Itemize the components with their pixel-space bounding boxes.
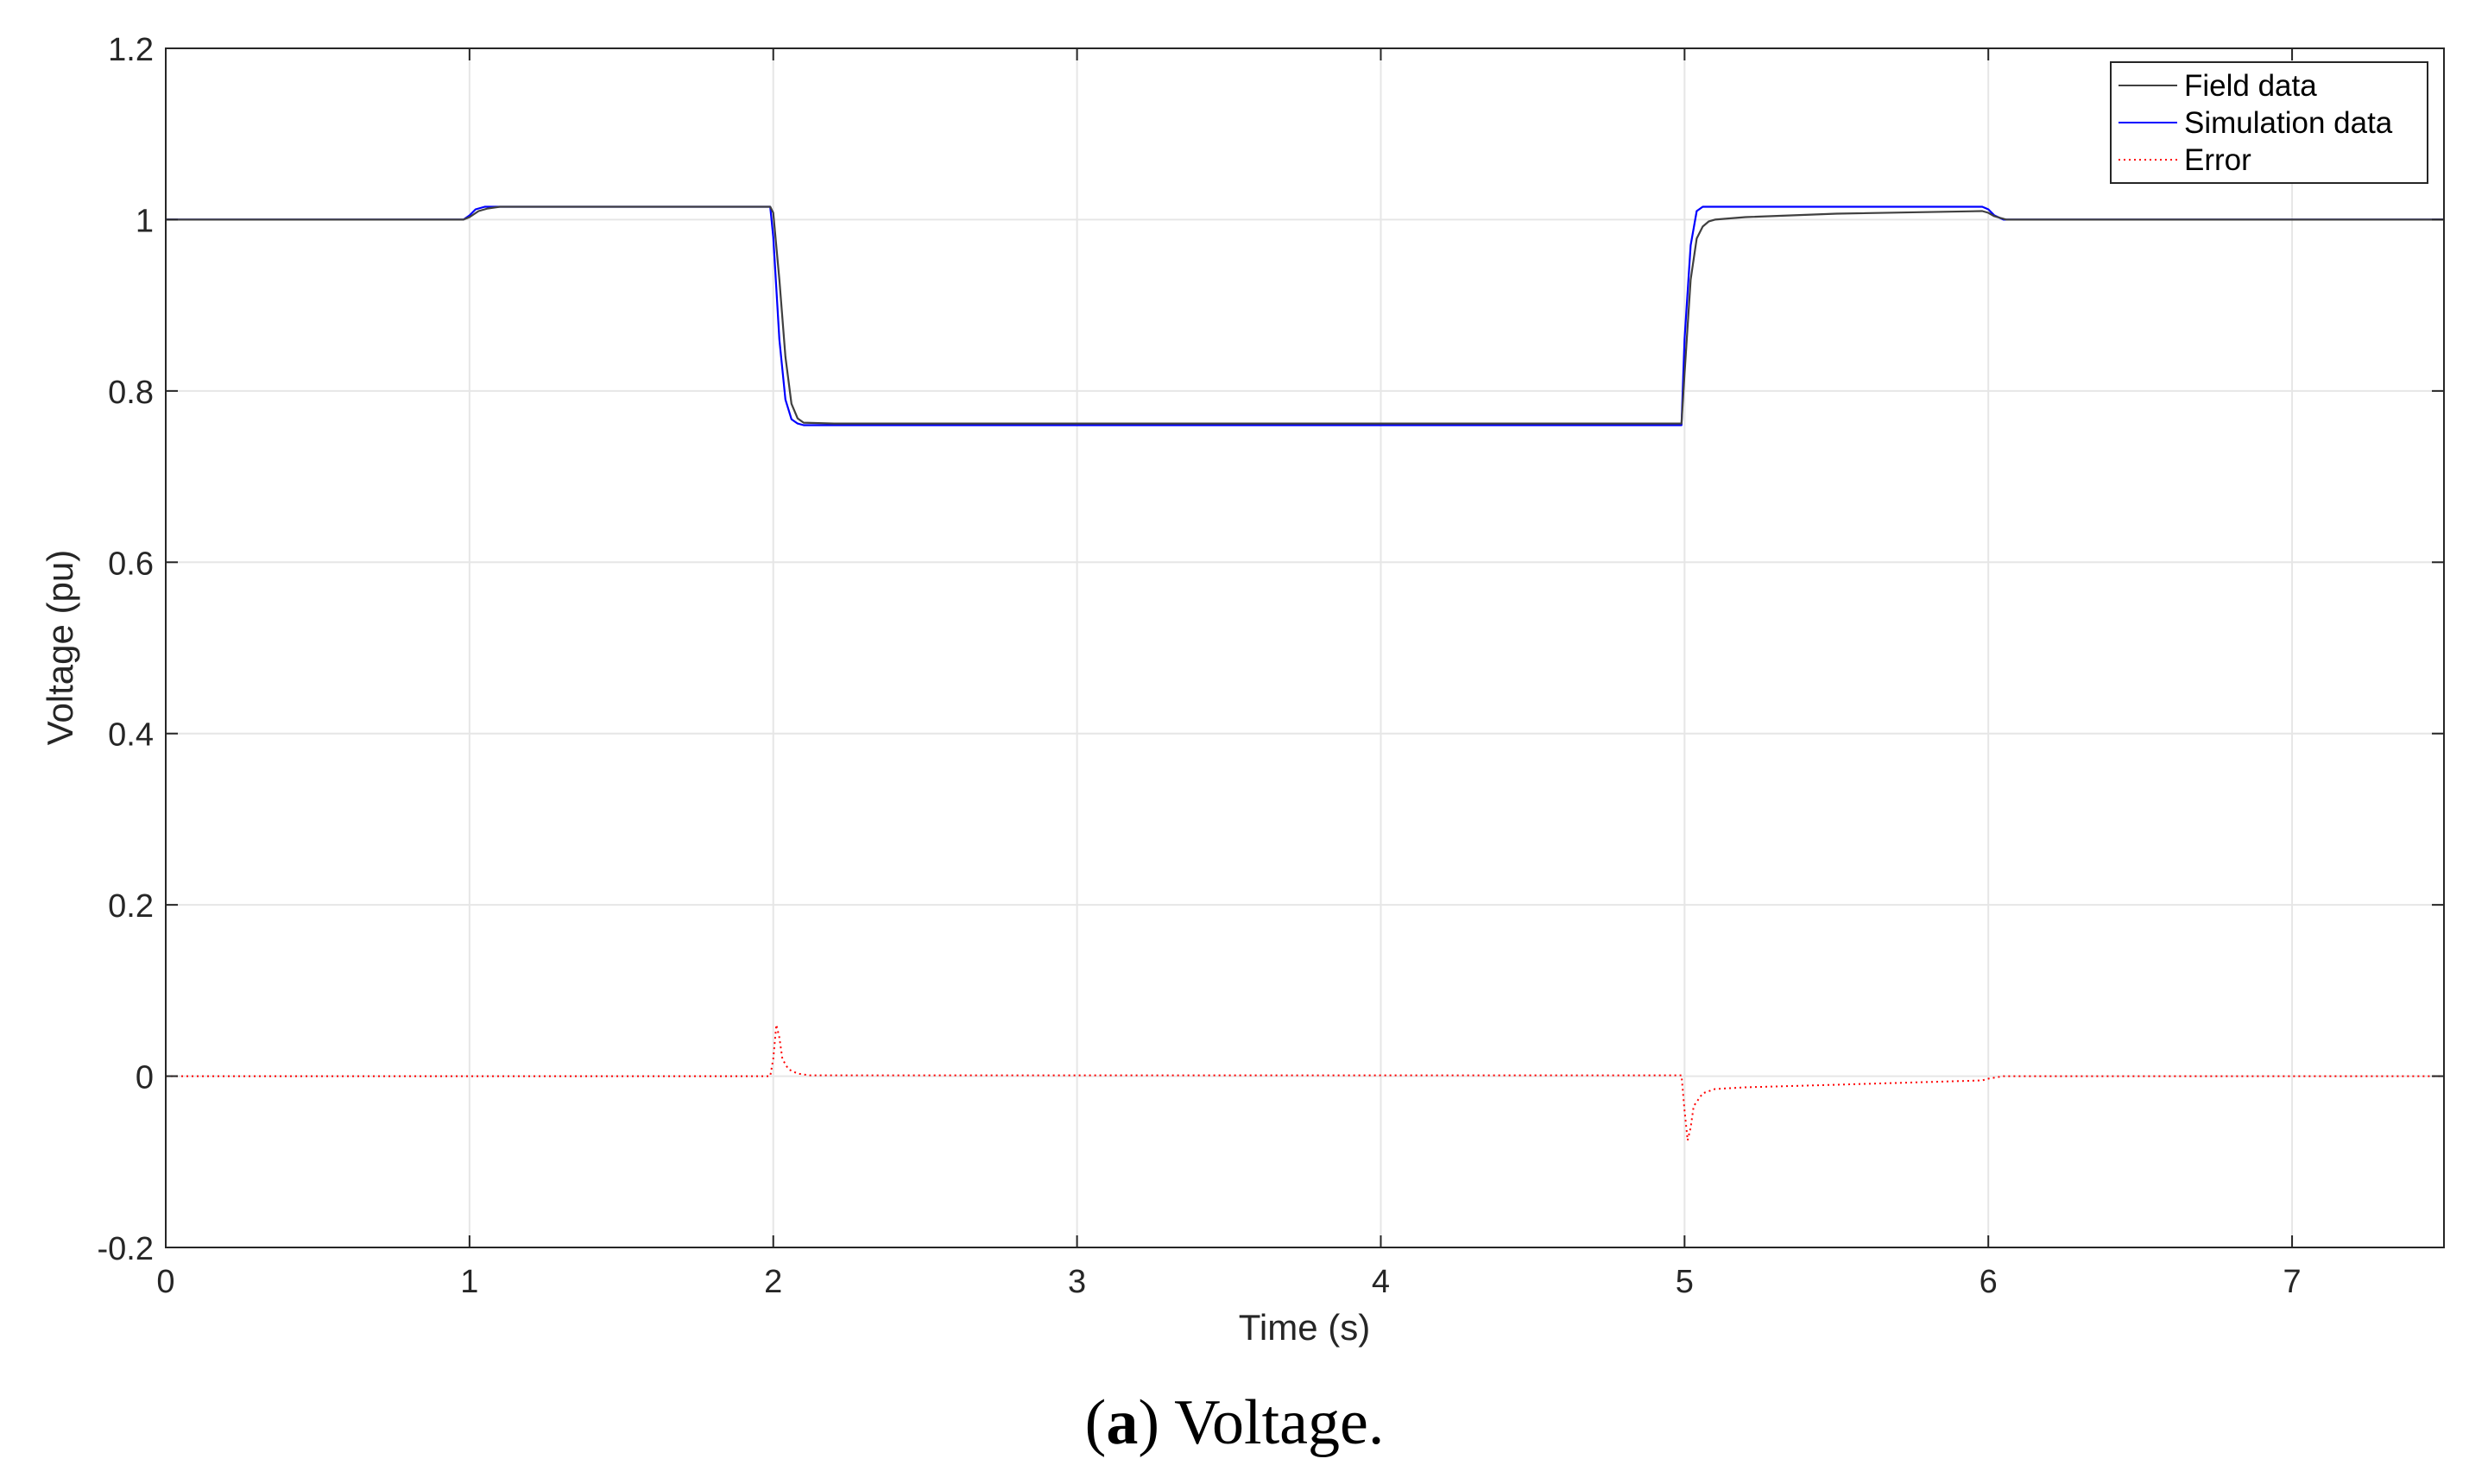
y-axis-title: Voltage (pu) (40, 550, 80, 746)
grid-lines (165, 47, 2444, 1248)
axes-box (165, 47, 2445, 1248)
x-tick-label: 2 (764, 1264, 782, 1300)
x-tick-label: 3 (1068, 1264, 1086, 1300)
x-tick-label: 0 (156, 1264, 174, 1300)
plot-area (166, 48, 2444, 1247)
axis-ticks: 0 1 2 3 4 5 6 7-0.200.20.40.60.811.2 (98, 32, 2444, 1300)
y-tick-label: 0.4 (108, 717, 154, 754)
series-line-simulation-data (166, 205, 2444, 426)
y-tick-label: 0.6 (108, 546, 154, 582)
x-tick-label: 1 (460, 1264, 478, 1300)
legend-label: Error (2184, 143, 2251, 177)
x-tick-label: 4 (1372, 1264, 1390, 1300)
y-tick-label: -0.2 (98, 1231, 154, 1267)
y-tick-label: 1 (136, 203, 154, 239)
caption-text: Voltage. (1174, 1387, 1384, 1458)
x-tick-label: 7 (2283, 1264, 2301, 1300)
caption-label: a (1106, 1387, 1138, 1458)
figure-caption: (a) Voltage. (1085, 1387, 1385, 1458)
x-axis-title: Time (s) (1239, 1307, 1370, 1348)
legend-label: Field data (2184, 69, 2317, 103)
data-series (166, 205, 2444, 1141)
series-line-field-data (166, 205, 2444, 425)
x-tick-label: 5 (1676, 1264, 1694, 1300)
y-tick-label: 1.2 (108, 32, 154, 68)
y-tick-label: 0 (136, 1060, 154, 1096)
legend-label: Simulation data (2184, 106, 2393, 140)
y-tick-label: 0.2 (108, 888, 154, 925)
x-tick-label: 6 (1980, 1264, 1998, 1300)
y-tick-label: 0.8 (108, 375, 154, 411)
